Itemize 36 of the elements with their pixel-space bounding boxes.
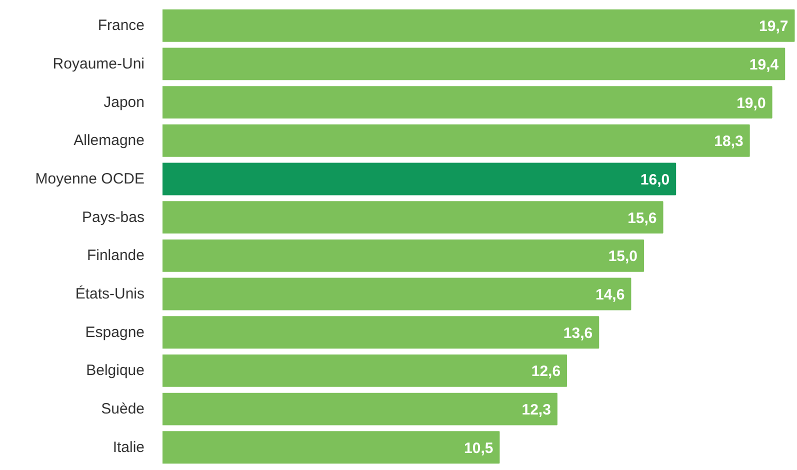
bar: [162, 354, 568, 387]
data-label: 19,7: [759, 18, 788, 36]
bar: [162, 9, 795, 42]
data-label: 15,0: [608, 248, 638, 266]
bar: [162, 124, 750, 157]
y-tick-label: Moyenne OCDE: [35, 170, 145, 188]
data-label: 10,5: [464, 440, 494, 457]
bar: [162, 278, 632, 310]
bar: [162, 392, 558, 426]
data-label: 19,4: [749, 56, 780, 74]
data-label: 12,3: [522, 402, 551, 419]
y-tick-label: États-Unis: [75, 284, 145, 303]
y-tick-label: Suède: [101, 400, 144, 418]
bar: [162, 86, 772, 119]
data-label: 15,6: [628, 210, 657, 227]
y-tick-label: Finlande: [86, 247, 145, 264]
data-label: 18,3: [714, 133, 744, 150]
y-tick-label: Japon: [104, 94, 145, 111]
bar: [162, 239, 644, 272]
y-tick-label: Espagne: [85, 324, 144, 341]
bar: [162, 431, 500, 464]
data-label: 16,0: [640, 171, 670, 188]
y-tick-label: France: [98, 17, 145, 34]
y-tick-label: Belgique: [86, 362, 145, 380]
bar: [162, 48, 786, 80]
data-label: 13,6: [563, 324, 593, 342]
data-label: 14,6: [595, 286, 625, 304]
data-label: 12,6: [531, 363, 561, 380]
y-tick-label: Royaume-Uni: [52, 55, 145, 72]
bar: [162, 316, 600, 349]
y-tick-label: Italie: [112, 438, 145, 456]
y-tick-label: Pays-bas: [82, 208, 145, 226]
bar: [162, 201, 664, 234]
data-label: 19,0: [736, 94, 766, 112]
y-tick-label: Allemagne: [74, 132, 145, 150]
bar: [162, 162, 676, 196]
